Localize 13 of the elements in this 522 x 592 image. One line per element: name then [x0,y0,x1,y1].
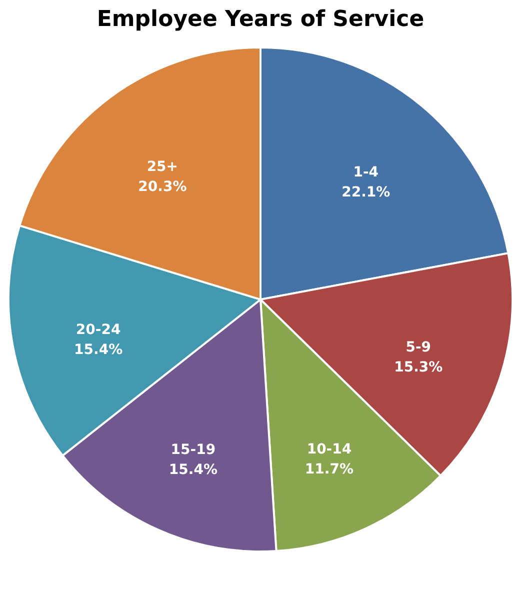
data-label: 15.4% [168,462,218,478]
data-label: 22.1% [342,184,390,201]
chart-title: Employee Years of Service [96,7,424,32]
data-label: 11.7% [304,462,354,478]
slice-label: 20-24 [76,322,121,338]
data-label: 20.3% [138,178,187,195]
slice-label: 1-4 [353,164,379,181]
data-label: 15.3% [394,359,443,376]
slice-label: 5-9 [406,339,432,356]
data-label: 15.4% [74,342,123,358]
slice-label: 10-14 [306,442,352,458]
slice-label: 25+ [146,158,178,175]
slice-label: 15-19 [170,442,216,458]
